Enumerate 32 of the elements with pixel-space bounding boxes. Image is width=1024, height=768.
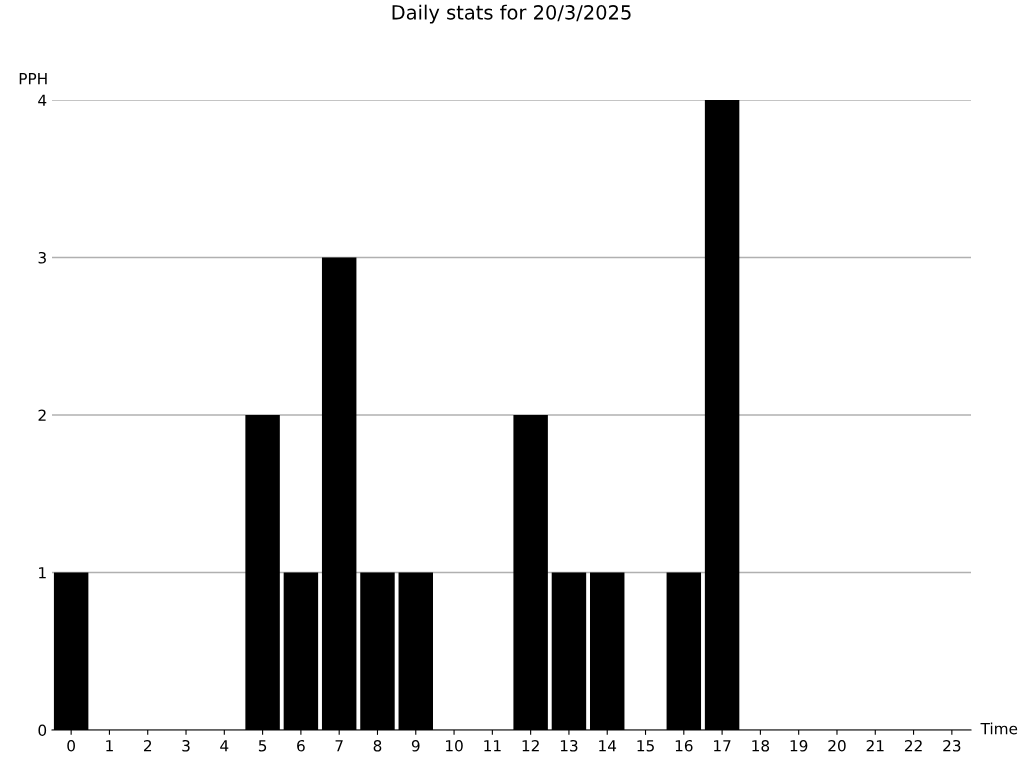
x-tick-label: 22 [904, 739, 922, 752]
x-tick-label: 4 [220, 740, 229, 752]
chart-title: Daily stats for 20/3/2025 [392, 4, 631, 24]
x-tick-label: 15 [637, 740, 654, 752]
x-tick-label: 19 [790, 739, 808, 752]
y-tick-label: 4 [38, 94, 47, 106]
x-axis-title: Time [980, 722, 1018, 735]
x-tick-label: 21 [866, 739, 884, 752]
x-tick-label: 9 [411, 739, 420, 752]
x-tick-label: 6 [297, 739, 305, 752]
x-tick-label: 3 [182, 739, 190, 752]
x-tick-label: 17 [714, 740, 731, 752]
x-tick-label: 20 [828, 739, 846, 752]
x-tick-label: 0 [67, 739, 75, 752]
x-tick-label: 18 [752, 739, 770, 752]
x-tick-label: 1 [106, 740, 113, 752]
x-tick-label: 8 [373, 739, 382, 752]
x-tick-label: 13 [560, 739, 578, 752]
x-tick-label: 23 [943, 739, 961, 752]
x-tick-label: 10 [446, 739, 463, 752]
y-tick-label: 3 [38, 251, 46, 264]
x-tick-label: 2 [143, 739, 152, 752]
y-axis-title: PPH [19, 73, 47, 85]
x-tick-label: 11 [484, 740, 501, 752]
x-tick-label: 5 [258, 740, 267, 752]
x-tick-label: 12 [522, 739, 539, 752]
y-tick-label: 1 [39, 567, 46, 579]
y-tick-label: 0 [38, 724, 47, 737]
x-tick-label: 14 [599, 740, 617, 752]
x-tick-label: 16 [675, 739, 693, 752]
x-tick-label: 7 [335, 740, 343, 752]
y-tick-label: 2 [38, 409, 46, 421]
